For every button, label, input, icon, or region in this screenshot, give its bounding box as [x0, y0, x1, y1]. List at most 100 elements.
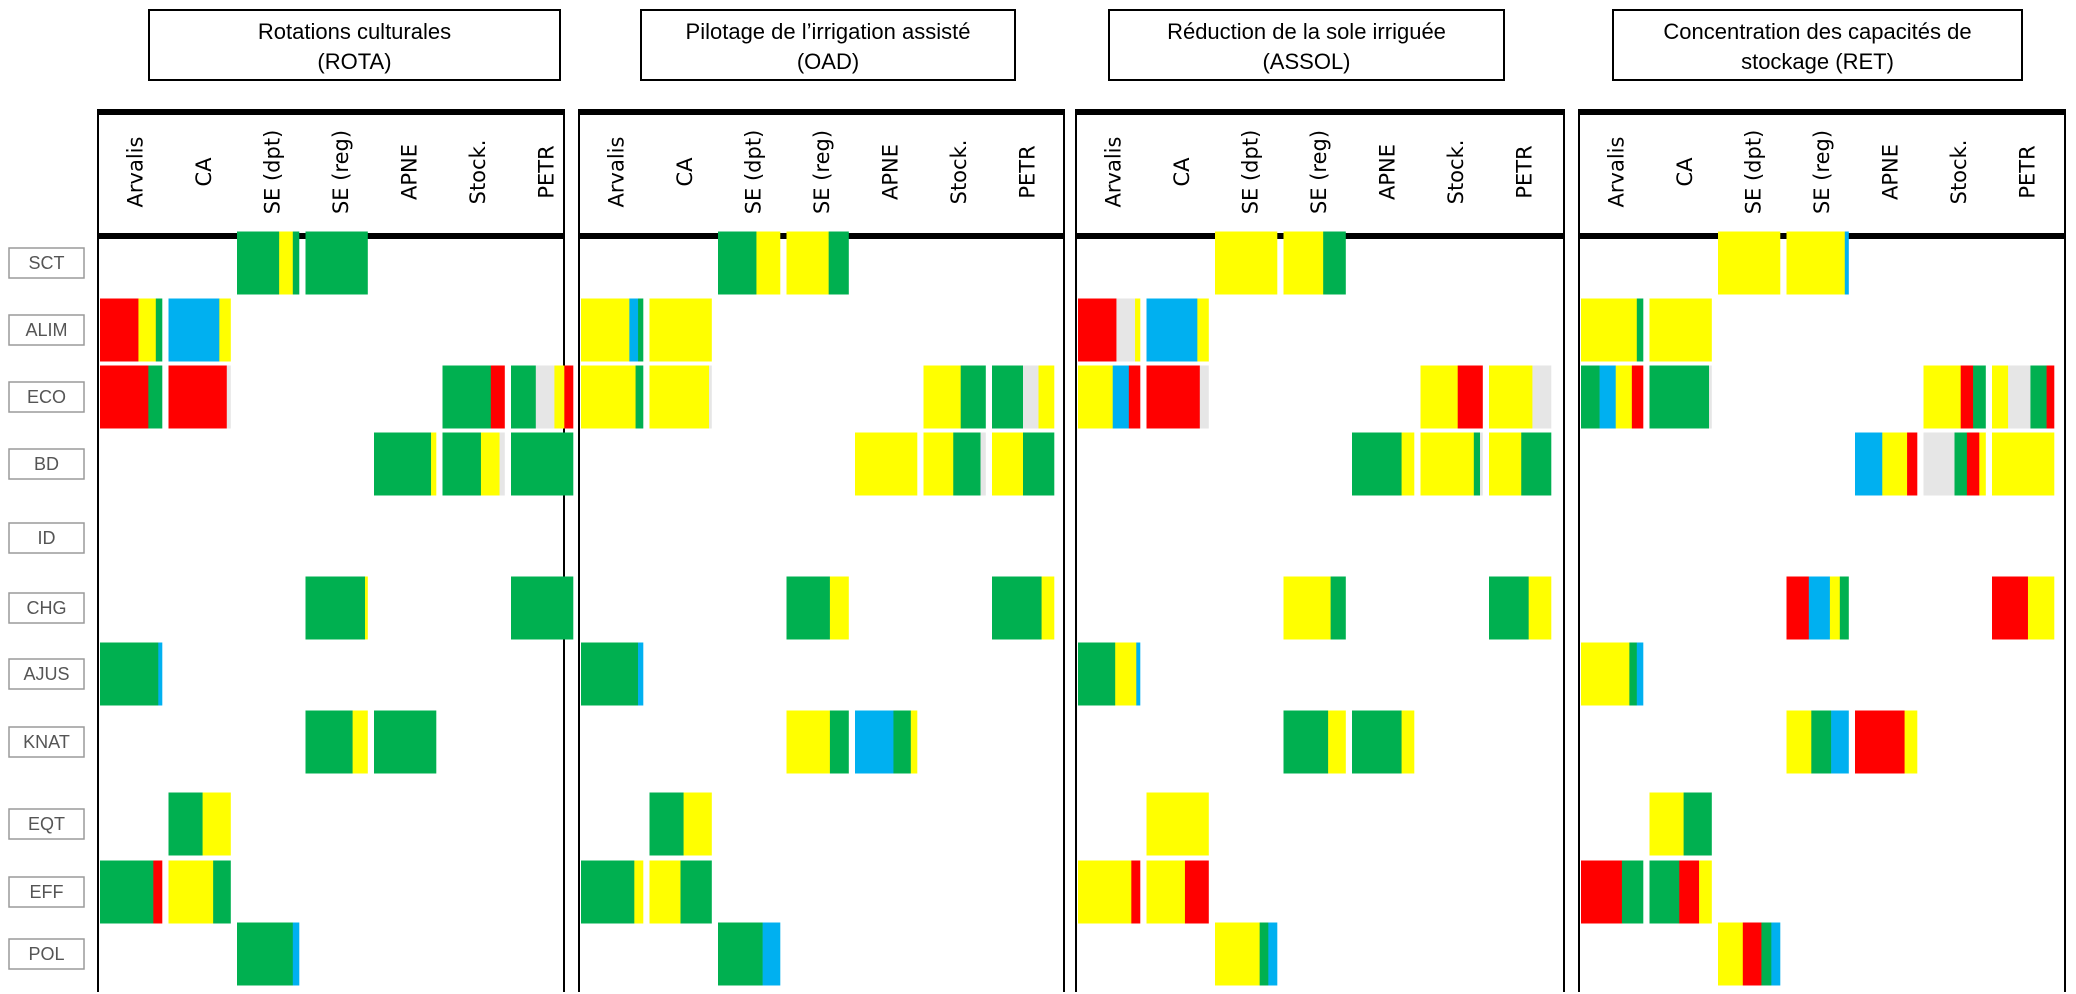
cell-segment	[581, 365, 636, 429]
cell-segment	[1966, 432, 1980, 496]
cell-segment	[683, 792, 712, 856]
cell-bd-petr	[1489, 432, 1552, 496]
cell-segment	[1581, 860, 1623, 924]
cell-segment	[1215, 231, 1278, 295]
cell-segment	[1631, 365, 1644, 429]
cell-segment	[1649, 298, 1712, 362]
cell-segment	[2008, 365, 2031, 429]
cell-segment	[155, 298, 163, 362]
panel-title-box	[1612, 9, 2023, 81]
cell-segment	[1135, 298, 1141, 362]
cell-segment	[634, 860, 644, 924]
panel-title-line2: (ROTA)	[317, 49, 391, 74]
row-label: KNAT	[23, 732, 70, 752]
cell-segment	[923, 432, 954, 496]
cell-segment	[148, 365, 163, 429]
cell-segment	[828, 231, 849, 295]
cell-segment	[305, 231, 368, 295]
cell-segment	[980, 432, 986, 496]
cell-segment	[1521, 432, 1552, 496]
row-label-box	[8, 247, 85, 279]
cell-segment	[1489, 365, 1533, 429]
cell-eff-ca	[168, 860, 231, 924]
cell-segment	[499, 432, 505, 496]
cell-sct-se-dpt-	[1215, 231, 1278, 295]
cell-eco-ca	[1146, 365, 1209, 429]
row-label-box	[8, 522, 85, 554]
cell-eqt-ca	[1146, 792, 1209, 856]
cell-alim-arvalis	[1078, 298, 1141, 362]
row-label: ALIM	[25, 320, 67, 340]
cell-segment	[1023, 432, 1055, 496]
cell-segment	[1808, 576, 1831, 640]
cell-segment	[1420, 432, 1475, 496]
cell-segment	[718, 231, 757, 295]
cell-segment	[649, 298, 712, 362]
row-label: SCT	[29, 253, 65, 273]
cell-pol-se-dpt-	[1718, 922, 1781, 986]
cell-chg-petr	[1992, 576, 2055, 640]
cell-segment	[1649, 365, 1710, 429]
row-label-box	[8, 808, 85, 840]
cell-segment	[923, 365, 961, 429]
cell-segment	[1923, 432, 1955, 496]
cell-segment	[442, 432, 482, 496]
cell-eco-arvalis	[581, 365, 644, 429]
cell-segment	[1992, 365, 2009, 429]
cell-chg-petr	[511, 576, 574, 640]
cell-segment	[1330, 576, 1346, 640]
cell-segment	[638, 298, 644, 362]
cell-segment	[1636, 642, 1644, 706]
cell-knat-se-reg-	[305, 710, 368, 774]
cell-sct-se-dpt-	[718, 231, 781, 295]
panel-top-border	[1075, 109, 1565, 115]
cell-segment	[1128, 365, 1141, 429]
cell-segment	[168, 860, 214, 924]
column-header: APNE	[1878, 144, 1902, 200]
cell-eff-arvalis	[1581, 860, 1644, 924]
cell-eco-ca	[168, 365, 231, 429]
cell-segment	[629, 298, 639, 362]
cell-segment	[511, 432, 574, 496]
panel-title-line1: Concentration des capacités de	[1663, 19, 1971, 44]
column-header: Arvalis	[1101, 137, 1125, 208]
cell-segment	[1112, 365, 1130, 429]
cell-segment	[649, 860, 681, 924]
cell-segment	[168, 298, 220, 362]
column-header: APNE	[397, 144, 421, 200]
cell-segment	[1786, 576, 1810, 640]
cell-segment	[1683, 792, 1712, 856]
cell-segment	[756, 231, 781, 295]
cell-segment	[1489, 432, 1522, 496]
cell-segment	[1352, 710, 1402, 774]
column-header: CA	[673, 157, 697, 187]
cell-segment	[2030, 365, 2047, 429]
cell-eco-arvalis	[100, 365, 163, 429]
cell-segment	[1844, 231, 1849, 295]
cell-segment	[100, 365, 149, 429]
cell-segment	[1742, 922, 1762, 986]
cell-chg-se-reg-	[305, 576, 368, 640]
panel-left-border	[1578, 109, 1580, 992]
cell-eco-petr	[511, 365, 574, 429]
column-header: PETR	[2015, 145, 2039, 198]
cell-segment	[1649, 860, 1680, 924]
panel-title-line2: stockage (RET)	[1741, 49, 1894, 74]
row-label-box	[8, 658, 85, 690]
cell-eco-arvalis	[1078, 365, 1141, 429]
cell-segment	[1078, 298, 1117, 362]
panel-right-border	[1063, 109, 1065, 992]
cell-eff-ca	[1649, 860, 1712, 924]
cell-segment	[431, 432, 437, 496]
cell-segment	[1679, 860, 1700, 924]
column-header: SE (dpt)	[1741, 130, 1765, 215]
cell-chg-petr	[992, 576, 1055, 640]
cell-segment	[1268, 922, 1278, 986]
cell-segment	[153, 860, 163, 924]
cell-segment	[292, 231, 300, 295]
row-labels: SCT ALIM ECO BD ID CHG AJUS KNAT EQT EFF POL	[8, 247, 85, 970]
column-header: SE (reg)	[1810, 130, 1834, 214]
cell-eff-ca	[649, 860, 712, 924]
cell-segment	[1581, 298, 1638, 362]
cell-segment	[100, 642, 159, 706]
